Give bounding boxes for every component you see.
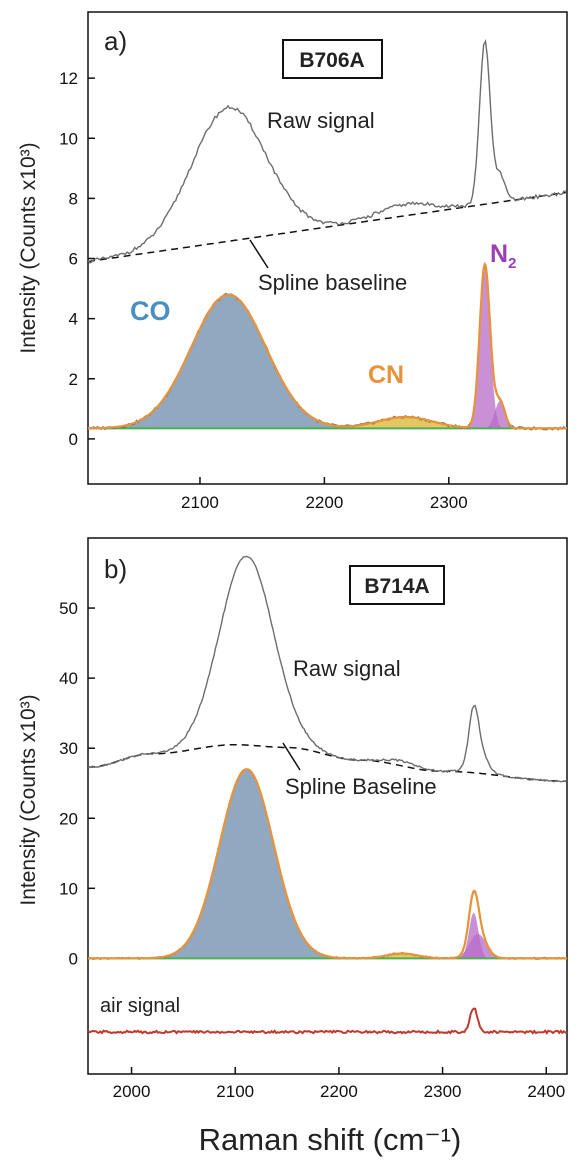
panel-a-label: a): [104, 26, 127, 56]
panel-b-y-axis-label: Intensity (Counts x10³): [17, 694, 40, 905]
y-tick-label: 4: [69, 310, 78, 329]
panel-a-baseline-label: Spline baseline: [258, 270, 407, 295]
component-fill-co: [79, 294, 378, 429]
x-tick-label: 2300: [430, 493, 468, 512]
component-fill-n2: [464, 264, 506, 429]
fit-line: [88, 768, 567, 960]
panel-a-x-ticks: 2100 2200 2300: [181, 477, 468, 512]
component-fill-cn: [339, 953, 465, 959]
panel-b-y-ticks: 0 10 20 30 40 50: [59, 599, 95, 968]
panel-b-plot-area: [87, 555, 568, 1035]
panel-b-baseline-label: Spline Baseline: [285, 774, 437, 799]
panel-a-y-axis-label: Intensity (Counts x10³): [17, 142, 40, 353]
panel-a: 0 2 4 6 8 10 12 2100 2200 2300 a) B706A Raw sign…: [17, 11, 568, 512]
panel-a-co-label: CO: [130, 296, 171, 326]
y-tick-label: 12: [59, 69, 78, 88]
y-tick-label: 20: [59, 809, 78, 828]
fit-line: [88, 261, 567, 430]
x-tick-label: 2300: [424, 1082, 462, 1101]
panel-b-raw-label: Raw signal: [293, 656, 401, 681]
component-fill-cn: [295, 417, 515, 429]
x-tick-label: 2200: [320, 1082, 358, 1101]
panel-b-sample-box: [349, 565, 445, 605]
y-tick-label: 6: [69, 250, 78, 269]
y-tick-label: 10: [59, 879, 78, 898]
x-axis-label: Raman shift (cm⁻¹): [199, 1122, 462, 1157]
panel-b-label: b): [104, 554, 127, 584]
component-fill-co: [138, 769, 355, 959]
x-tick-label: 2200: [305, 493, 343, 512]
panel-a-y-ticks: 0 2 4 6 8 10 12: [59, 69, 95, 449]
component-fill-n2: [479, 401, 520, 429]
x-tick-label: 2400: [527, 1082, 565, 1101]
panel-a-frame: [87, 11, 568, 485]
panel-a-sample-label: B706A: [299, 49, 364, 72]
panel-a-baseline-pointer: [249, 239, 269, 269]
panel-a-n2-label: N2: [490, 240, 516, 272]
y-tick-label: 40: [59, 669, 78, 688]
y-tick-label: 50: [59, 599, 78, 618]
panel-a-raw-label: Raw signal: [267, 108, 375, 133]
y-tick-label: 0: [69, 430, 78, 449]
x-tick-label: 2000: [113, 1082, 151, 1101]
raw-signal-line: [87, 38, 566, 264]
component-fill-n2: [455, 912, 493, 959]
panel-b-x-ticks: 2000 2100 2200 2300 2400: [113, 1067, 565, 1101]
x-tick-label: 2100: [216, 1082, 254, 1101]
panel-b-sample-label: B714A: [364, 575, 429, 598]
panel-b-frame: [87, 537, 568, 1075]
y-tick-label: 0: [69, 949, 78, 968]
panel-b-air-label: air signal: [100, 995, 180, 1017]
spline-baseline-line: [87, 191, 566, 263]
y-tick-label: 30: [59, 739, 78, 758]
raw-signal-line: [87, 555, 568, 783]
y-tick-label: 8: [69, 189, 78, 208]
y-tick-label: 2: [69, 370, 78, 389]
air-signal-line: [87, 1007, 568, 1035]
y-tick-label: 10: [59, 129, 78, 148]
panel-a-cn-label: CN: [368, 361, 404, 389]
component-fill-n2: [444, 933, 511, 959]
panel-b-baseline-pointer: [282, 742, 301, 771]
panel-b: 0 10 20 30 40 50 2000 2100 2200 2300 2400 b) B714…: [17, 537, 568, 1157]
panel-a-plot-area: [79, 38, 567, 431]
spline-baseline-line: [88, 743, 567, 782]
x-tick-label: 2100: [181, 493, 219, 512]
panel-a-sample-box: [282, 39, 383, 79]
